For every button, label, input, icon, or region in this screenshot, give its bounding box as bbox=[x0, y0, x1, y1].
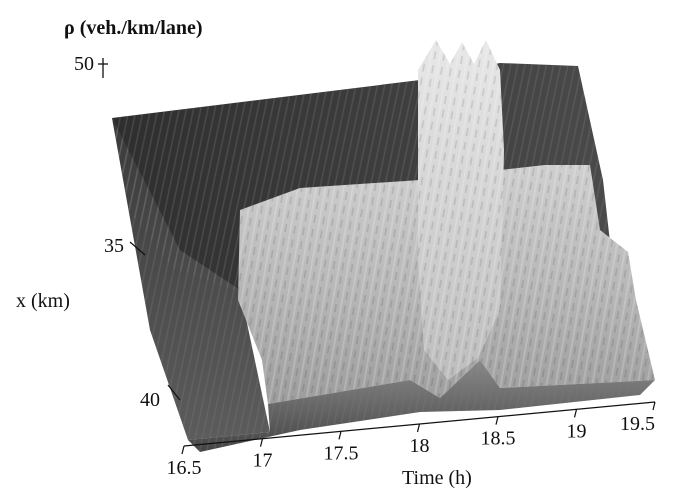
x-tick-mark bbox=[573, 409, 578, 418]
x-tick-mark bbox=[416, 423, 421, 433]
x-tick-mark bbox=[652, 401, 656, 411]
x-tick-mark bbox=[495, 416, 499, 425]
x-tick-label: 18.5 bbox=[481, 428, 516, 450]
y-axis-label: x (km) bbox=[16, 290, 70, 312]
z-axis-label: ρ (veh./km/lane) bbox=[64, 17, 202, 39]
y-tick-label: 35 bbox=[104, 235, 124, 257]
x-tick-mark bbox=[181, 445, 185, 455]
x-axis-label: Time (h) bbox=[402, 467, 472, 489]
x-tick-label: 17 bbox=[253, 450, 273, 472]
x-tick-label: 19.5 bbox=[620, 413, 655, 435]
x-tick-label: 19 bbox=[567, 420, 587, 442]
y-tick-label: 40 bbox=[140, 389, 160, 411]
z-tick-label: 50 bbox=[74, 53, 94, 75]
x-tick-mark bbox=[259, 438, 264, 447]
x-axis: 16.5 17 17.5 18 18.5 19 19.5 Time (h) bbox=[167, 401, 656, 489]
y-axis: 35 40 x (km) bbox=[16, 235, 181, 411]
x-tick-label: 18 bbox=[410, 435, 430, 457]
x-tick-mark bbox=[338, 431, 342, 440]
x-tick-label: 17.5 bbox=[324, 442, 359, 464]
x-tick-label: 16.5 bbox=[167, 457, 202, 479]
z-axis: 50 ρ (veh./km/lane) bbox=[64, 17, 202, 78]
surface-peak-ridge bbox=[418, 40, 504, 380]
surface-front-edge bbox=[188, 360, 655, 452]
